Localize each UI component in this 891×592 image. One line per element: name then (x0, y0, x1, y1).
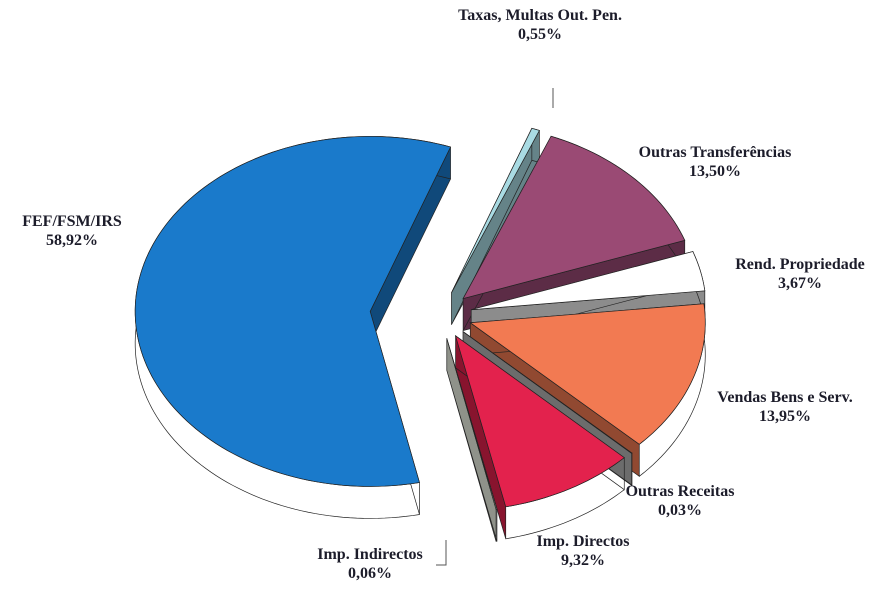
slice-label: FEF/FSM/IRS 58,92% (0, 212, 147, 250)
slice (446, 338, 498, 510)
value-label: 13,95% (759, 408, 811, 425)
slice (454, 334, 625, 508)
slice-label: Taxas, Multas Out. Pen. 0,55% (455, 6, 625, 44)
category-name: Outras Receitas (625, 483, 735, 500)
category-name: Vendas Bens e Serv. (717, 389, 853, 406)
leader-line (436, 540, 447, 566)
value-label: 9,32% (561, 552, 605, 569)
category-name: FEF/FSM/IRS (22, 213, 122, 230)
value-label: 0,55% (518, 26, 562, 43)
slice (469, 303, 706, 445)
slice (451, 127, 540, 293)
slice (462, 331, 633, 454)
slice (471, 251, 706, 311)
slice-label: Outras Receitas 0,03% (600, 482, 760, 520)
value-label: 13,50% (689, 163, 741, 180)
slice-label: Imp. Indirectos 0,06% (295, 545, 445, 583)
category-name: Imp. Directos (536, 533, 630, 550)
slice-label: Rend. Propriedade 3,67% (710, 255, 890, 293)
value-label: 58,92% (46, 232, 98, 249)
slice (134, 136, 452, 487)
slice-label: Outras Transferências 13,50% (620, 143, 810, 181)
category-name: Rend. Propriedade (735, 256, 865, 273)
value-label: 3,67% (778, 275, 822, 292)
category-name: Imp. Indirectos (317, 546, 423, 563)
slice-side (446, 338, 498, 542)
category-name: Taxas, Multas Out. Pen. (458, 7, 622, 24)
value-label: 0,06% (348, 565, 392, 582)
slice (462, 135, 686, 300)
slice-label: Imp. Directos 9,32% (513, 532, 653, 570)
slice-label: Vendas Bens e Serv. 13,95% (685, 388, 885, 426)
value-label: 0,03% (658, 502, 702, 519)
category-name: Outras Transferências (638, 144, 792, 161)
